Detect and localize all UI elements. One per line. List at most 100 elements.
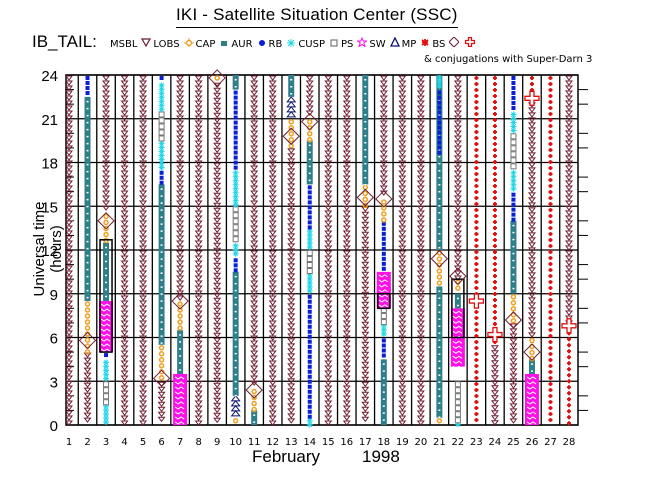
mp-mark	[548, 202, 553, 206]
bl-mark	[250, 235, 259, 241]
bl-mark	[250, 360, 259, 366]
segment-aur	[307, 294, 312, 419]
bow-shock-diamond	[301, 112, 319, 131]
bl-mark	[361, 366, 370, 373]
ps-mark	[100, 328, 111, 332]
cap-mark	[160, 223, 163, 225]
cap-mark	[438, 198, 441, 200]
bl-mark	[509, 363, 518, 369]
cap-mark	[438, 325, 441, 327]
dot-icon	[255, 37, 269, 50]
bl-mark	[120, 380, 129, 386]
bl-mark	[453, 180, 462, 186]
mp-mark	[474, 250, 479, 254]
bl-mark	[268, 215, 277, 221]
lobs-mark	[84, 301, 91, 307]
aur-mark	[437, 135, 442, 140]
bl-mark	[416, 135, 425, 141]
mp-mark	[474, 76, 479, 80]
bl-mark	[268, 185, 277, 191]
bl-mark	[287, 388, 296, 394]
bl-mark	[65, 395, 73, 401]
bl-mark	[268, 145, 277, 151]
mp-mark	[474, 400, 479, 404]
segment-bl	[490, 345, 499, 426]
bl-mark	[324, 325, 333, 331]
bl-mark	[194, 125, 203, 131]
mp-mark	[548, 214, 553, 218]
bl-mark	[268, 130, 277, 136]
bl-mark	[361, 301, 370, 308]
mp-mark	[474, 124, 479, 128]
legend-label: MP	[401, 39, 417, 50]
mp-mark	[492, 76, 497, 80]
bl-mark	[268, 85, 277, 91]
bl-mark	[324, 105, 333, 111]
bl-mark	[194, 325, 203, 331]
ps-mark	[100, 333, 111, 337]
segment-sw	[230, 395, 241, 417]
ps-mark	[378, 299, 389, 303]
bl-mark	[398, 90, 407, 96]
bl-mark	[416, 265, 425, 271]
aur-mark	[233, 130, 238, 135]
bl-mark	[176, 120, 185, 126]
mp-mark	[492, 322, 497, 326]
ps-mark	[452, 355, 463, 359]
aur-mark	[381, 231, 386, 236]
ps-mark	[378, 284, 389, 288]
cap-mark	[86, 170, 89, 173]
aur-mark	[381, 221, 386, 226]
y-tick-label: 24	[41, 68, 58, 85]
bl-mark	[416, 230, 425, 236]
rb-mark	[103, 415, 110, 422]
bl-mark	[342, 85, 351, 91]
bl-mark	[398, 385, 407, 391]
cap-mark	[438, 409, 441, 411]
cusp-mark	[232, 230, 239, 237]
ps-mark	[452, 340, 463, 344]
segment-bl	[509, 323, 518, 424]
bl-mark	[287, 413, 296, 419]
bl-mark	[527, 262, 536, 268]
bow-shock-diamond	[356, 188, 375, 207]
bl-mark	[268, 355, 277, 361]
bl-mark	[120, 175, 129, 181]
cap-mark	[438, 205, 441, 207]
mp-mark	[567, 409, 571, 414]
lobs-mark	[103, 219, 109, 226]
lobs-mark	[381, 199, 387, 205]
bl-mark	[342, 205, 351, 211]
rb-mark	[436, 79, 443, 85]
cap-mark	[288, 75, 295, 97]
bl-mark	[268, 190, 277, 196]
bl-mark	[213, 92, 222, 99]
mp-mark	[548, 106, 553, 110]
bl-mark	[250, 325, 259, 331]
bl-mark	[398, 220, 407, 226]
mp-mark	[474, 232, 479, 236]
bl-mark	[416, 140, 425, 146]
bl-mark	[398, 335, 407, 341]
bl-mark	[102, 205, 111, 211]
bl-mark	[324, 265, 333, 271]
rb-mark	[510, 173, 517, 180]
bl-mark	[416, 250, 425, 256]
bl-mark	[324, 300, 333, 306]
bl-mark	[213, 82, 222, 89]
bl-mark	[416, 335, 425, 341]
cap-mark	[438, 219, 441, 221]
rb-mark	[436, 83, 443, 89]
mp-mark	[474, 238, 479, 242]
bl-mark	[139, 85, 148, 91]
bl-mark	[324, 130, 333, 136]
aur-mark	[85, 86, 90, 90]
bl-mark	[194, 420, 203, 426]
bl-mark	[398, 140, 407, 146]
bl-mark	[398, 410, 407, 416]
segment-cap	[232, 271, 239, 397]
bl-mark	[361, 221, 370, 228]
bl-mark	[250, 355, 259, 361]
ps-mark	[526, 381, 537, 385]
cap-mark	[438, 367, 441, 369]
